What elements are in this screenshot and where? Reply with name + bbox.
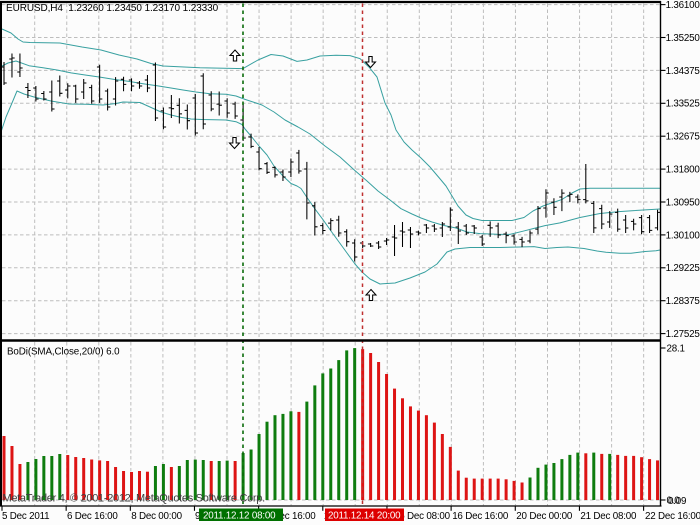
- svg-text:1.30100: 1.30100: [666, 230, 700, 241]
- svg-text:21 Dec 08:00: 21 Dec 08:00: [580, 511, 637, 522]
- svg-text:2011.12.12 08:00: 2011.12.12 08:00: [203, 511, 276, 522]
- svg-text:EURUSD,H4 1.23260 1.23450 1.2: EURUSD,H4 1.23260 1.23450 1.23170 1.2333…: [6, 3, 219, 14]
- svg-text:BoDi(SMA,Close,20/0) 6.0: BoDi(SMA,Close,20/0) 6.0: [7, 347, 120, 358]
- svg-text:15 Dec 08:00: 15 Dec 08:00: [394, 511, 451, 522]
- svg-text:1.28375: 1.28375: [666, 296, 700, 307]
- svg-text:16 Dec 16:00: 16 Dec 16:00: [452, 511, 509, 522]
- svg-text:1.31800: 1.31800: [666, 165, 700, 176]
- svg-text:12 Dec 16:00: 12 Dec 16:00: [260, 511, 317, 522]
- svg-text:1.33525: 1.33525: [666, 99, 700, 110]
- svg-text:22 Dec 16:00: 22 Dec 16:00: [645, 511, 700, 522]
- svg-text:28.1: 28.1: [667, 343, 685, 354]
- svg-text:6 Dec 16:00: 6 Dec 16:00: [67, 511, 118, 522]
- svg-text:0.09: 0.09: [668, 496, 686, 507]
- svg-text:1.36100: 1.36100: [666, 0, 700, 11]
- svg-text:1.30950: 1.30950: [666, 197, 700, 208]
- svg-text:1.29225: 1.29225: [666, 263, 700, 274]
- svg-text:MetaTrader 4, © 2001-2012, Met: MetaTrader 4, © 2001-2012, MetaQuotes So…: [3, 493, 266, 505]
- svg-text:5 Dec 2011: 5 Dec 2011: [2, 511, 49, 522]
- svg-text:0.0: 0.0: [667, 495, 681, 506]
- svg-text:1.34375: 1.34375: [666, 66, 700, 77]
- svg-text:1.35250: 1.35250: [666, 33, 700, 44]
- svg-text:1.27525: 1.27525: [666, 329, 700, 340]
- svg-text:20 Dec 00:00: 20 Dec 00:00: [516, 511, 573, 522]
- svg-text:2011.12.14 20:00: 2011.12.14 20:00: [328, 511, 401, 522]
- svg-text:8 Dec 00:00: 8 Dec 00:00: [131, 511, 182, 522]
- svg-text:1.32675: 1.32675: [666, 132, 700, 143]
